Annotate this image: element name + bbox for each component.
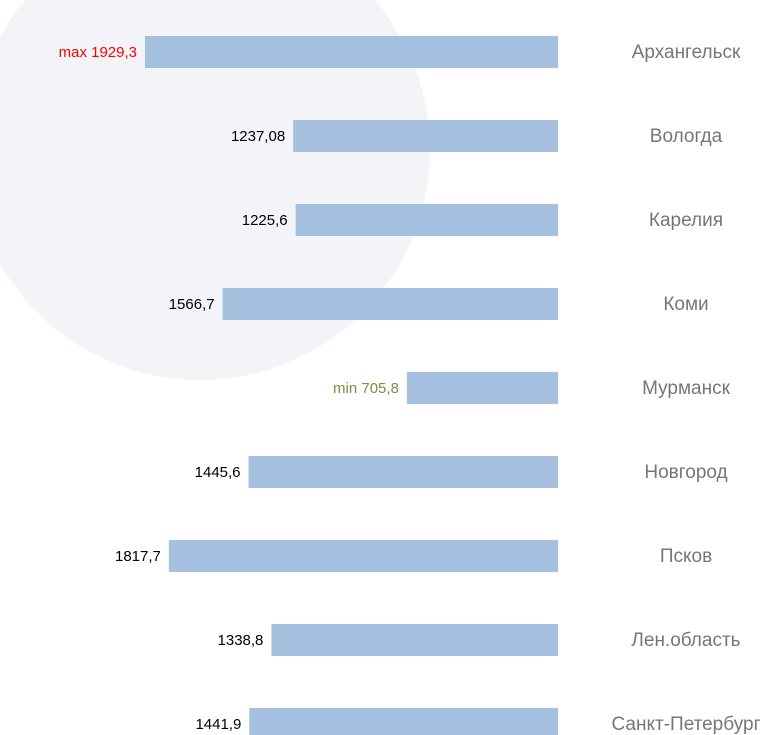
category-label: Архангельск (632, 42, 741, 63)
bar (271, 624, 558, 656)
data-label: 1445,6 (195, 464, 241, 481)
category-label: Карелия (649, 210, 723, 231)
bar (295, 204, 558, 236)
data-label: 1338,8 (218, 632, 264, 649)
category-label: Новгород (644, 462, 727, 483)
data-label: min 705,8 (333, 380, 399, 397)
category-label: Вологда (650, 126, 723, 147)
category-label: Псков (660, 546, 712, 567)
category-label: Лен.область (631, 630, 740, 651)
data-label: 1225,6 (242, 212, 288, 229)
data-label: 1441,9 (195, 716, 241, 733)
data-label: max 1929,3 (59, 44, 137, 61)
watermark (0, 0, 430, 380)
bar (293, 120, 558, 152)
bar (248, 456, 558, 488)
bar (249, 708, 558, 735)
category-label: Коми (663, 294, 708, 315)
bar (145, 36, 558, 68)
bar (406, 372, 558, 404)
category-label: Мурманск (642, 378, 731, 399)
data-label: 1237,08 (231, 128, 285, 145)
data-label: 1817,7 (115, 548, 161, 565)
bar (168, 540, 559, 572)
bar (222, 288, 558, 320)
category-label: Санкт-Петербург (611, 714, 760, 735)
data-label: 1566,7 (169, 296, 215, 313)
